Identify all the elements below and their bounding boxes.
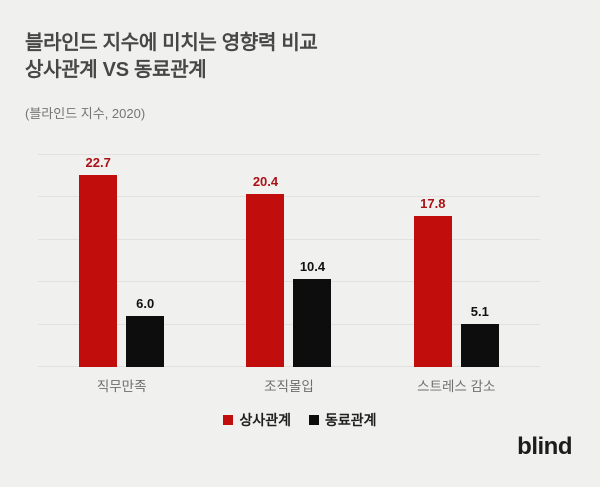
bar-groups: 22.7 6.0 20.4 10.4 17.8 5.1 [38, 155, 540, 367]
bar-상사관계 [246, 194, 285, 367]
chart-source: (블라인드 지수, 2020) [25, 106, 146, 121]
gridline [38, 154, 540, 155]
gridline [38, 238, 540, 240]
category-axis: 직무만족 조직몰입 스트레스 감소 [38, 375, 540, 395]
legend-swatch-black [309, 415, 319, 425]
legend-item-boss: 상사관계 [223, 410, 291, 430]
bar-상사관계 [79, 174, 118, 367]
legend-label-peer: 동료관계 [325, 412, 377, 428]
gridline [38, 196, 540, 198]
legend-swatch-red [223, 415, 234, 425]
bar-wrap: 22.7 [79, 154, 118, 367]
bar-group: 22.7 6.0 [38, 155, 205, 367]
bar-value-label: 5.1 [470, 303, 489, 319]
category-label: 조직몰입 [264, 379, 314, 394]
bar-wrap: 17.8 [413, 196, 452, 367]
gridline [38, 281, 540, 283]
chart-title-line2: 상사관계 VS 동료관계 [25, 59, 207, 81]
bar-동료관계 [460, 323, 499, 367]
bar-상사관계 [413, 216, 452, 367]
bar-value-label: 17.8 [420, 196, 446, 212]
bar-value-label: 10.4 [299, 258, 326, 274]
plot-area: 22.7 6.0 20.4 10.4 17.8 5.1 [38, 154, 540, 367]
blind-logo: blind [517, 433, 572, 460]
gridline [38, 366, 540, 367]
bar-동료관계 [293, 278, 332, 367]
bar-group: 20.4 10.4 [205, 155, 372, 367]
category-label: 스트레스 감소 [417, 379, 496, 394]
legend-label-boss: 상사관계 [239, 412, 291, 428]
bar-value-label: 6.0 [136, 296, 155, 312]
bar-wrap: 5.1 [460, 303, 499, 367]
category-label: 직무만족 [96, 379, 147, 394]
bar-wrap: 20.4 [246, 174, 285, 367]
chart-title: 블라인드 지수에 미치는 영향력 비교 상사관계 VS 동료관계 [25, 30, 318, 84]
bar-value-label: 20.4 [252, 174, 279, 190]
bar-group: 17.8 5.1 [373, 155, 540, 367]
bar-value-label: 22.7 [85, 154, 111, 170]
legend: 상사관계 동료관계 [0, 410, 600, 430]
bar-동료관계 [126, 316, 165, 367]
chart-title-line1: 블라인드 지수에 미치는 영향력 비교 [25, 32, 318, 54]
legend-item-peer: 동료관계 [309, 410, 377, 430]
gridline [38, 323, 540, 325]
bar-wrap: 10.4 [293, 258, 332, 367]
bar-wrap: 6.0 [126, 296, 165, 367]
